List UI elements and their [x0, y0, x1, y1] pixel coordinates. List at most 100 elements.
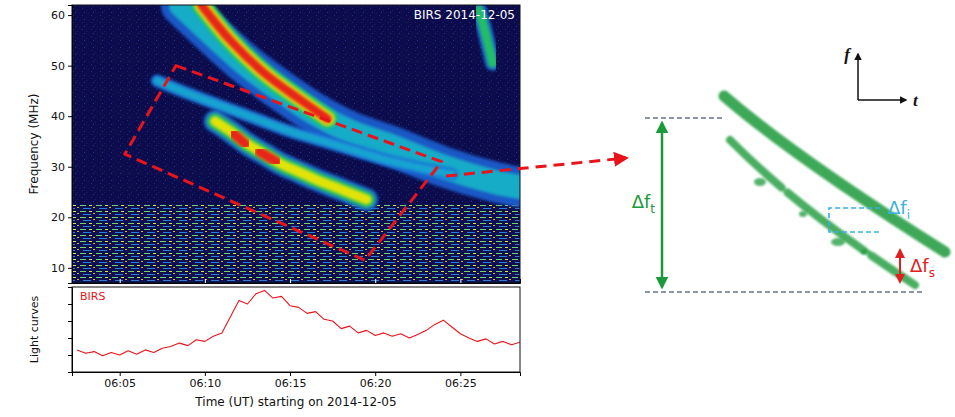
y-axis: 10 20 30 40 50 60 [51, 6, 73, 284]
figure: BIRS 2014-12-05 10 20 30 40 50 60 Frequency (MH… [0, 0, 955, 417]
tick-mark [68, 116, 72, 117]
schematic-lane [730, 140, 915, 285]
burst-lane [259, 152, 276, 162]
tick-label: 06:25 [445, 377, 477, 390]
legend-entry: BIRS [80, 290, 105, 303]
label-subscript: t [650, 202, 655, 216]
x-axis-title: Time (UT) starting on 2014-12-05 [194, 395, 396, 409]
tick-mark [460, 279, 461, 283]
tick-mark [68, 304, 72, 305]
tick-mark [68, 268, 72, 269]
burst-lane [215, 121, 367, 199]
tick-label: 30 [51, 161, 65, 174]
tick-mark [460, 372, 461, 376]
label-main: Δf [888, 197, 907, 218]
tick [68, 304, 72, 305]
guide-line [645, 291, 922, 292]
tick-mark [68, 167, 72, 168]
light-curve [77, 290, 520, 355]
tick [460, 279, 461, 283]
guide-line [645, 117, 724, 118]
tick-label: 06:20 [360, 377, 392, 390]
interference-band [72, 205, 520, 283]
x-axis: 06:05 06:10 06:15 06:20 06:25 [73, 372, 521, 390]
schematic-blob [831, 238, 845, 246]
axis-line [73, 279, 521, 284]
burst-lane [215, 121, 367, 199]
schematic: ftΔftΔfiΔfs [632, 45, 945, 292]
tick-mark [68, 321, 72, 322]
tick-mark [205, 372, 206, 376]
light-curve-plot [77, 290, 520, 355]
tick [290, 279, 291, 283]
spectrogram-plot [72, 5, 520, 283]
highlight-box [125, 66, 442, 261]
burst-lane [157, 81, 452, 175]
tick-mark [120, 372, 121, 376]
tick-mark [68, 66, 72, 67]
tick-label: 10 [51, 262, 65, 275]
axis-line [68, 6, 73, 284]
label-main: Δf [632, 191, 651, 212]
tick-mark [205, 279, 206, 283]
tick-mark [290, 372, 291, 376]
tick: 10 [51, 262, 72, 275]
tick: 06:25 [445, 372, 477, 390]
axis-icon [857, 54, 859, 100]
schematic-label: Δfs [910, 255, 935, 280]
axis-icon-label: f [844, 45, 852, 64]
tick: 60 [51, 9, 72, 22]
tick-label: 06:10 [190, 377, 222, 390]
split-arrow [899, 250, 901, 282]
label-main: Δf [910, 255, 929, 276]
lane-bracket [829, 208, 880, 232]
tick [68, 355, 72, 356]
label-subscript: s [929, 266, 935, 280]
plot-background [72, 5, 520, 283]
schematic-label: Δfi [888, 197, 910, 222]
label-subscript: i [907, 208, 910, 222]
tick: 40 [51, 110, 72, 123]
chart-title: BIRS 2014-12-05 [414, 8, 515, 22]
tick [68, 321, 72, 322]
burst-lane [157, 81, 452, 175]
tick [120, 279, 121, 283]
tick-label: 06:15 [275, 377, 307, 390]
tick-mark [375, 372, 376, 376]
x-axis [73, 279, 521, 284]
plot-frame [72, 5, 520, 283]
schematic-blob [861, 249, 871, 255]
tick [205, 279, 206, 283]
schematic-blob [799, 211, 807, 217]
burst-lane [181, 5, 520, 187]
y-axis-title: Frequency (MHz) [27, 94, 41, 195]
tick-label: 20 [51, 211, 65, 224]
tick-label: 06:05 [104, 377, 136, 390]
tick [68, 338, 72, 339]
tick-label: 60 [51, 9, 65, 22]
schematic-blob [754, 178, 766, 186]
plot-frame [72, 287, 520, 372]
tick-mark [68, 338, 72, 339]
tick: 30 [51, 161, 72, 174]
tick-label: 50 [51, 60, 65, 73]
burst-lane [215, 121, 367, 199]
tick: 06:10 [190, 372, 222, 390]
connector-arrow [446, 158, 626, 176]
burst-lane [181, 5, 520, 187]
tick: 06:20 [360, 372, 392, 390]
tick-mark [375, 279, 376, 283]
tick-mark [68, 217, 72, 218]
axis-line [73, 373, 521, 377]
axis-icon [858, 99, 906, 101]
bandwidth-arrow [661, 123, 664, 287]
tick [375, 279, 376, 283]
tick: 06:15 [275, 372, 307, 390]
tick: 20 [51, 211, 72, 224]
axis-line [68, 288, 73, 373]
burst-lane [234, 134, 246, 144]
tick: 50 [51, 60, 72, 73]
axis-icon-label: t [913, 91, 919, 110]
y-axis [68, 288, 73, 373]
y-axis-title: Light curves [28, 295, 41, 363]
